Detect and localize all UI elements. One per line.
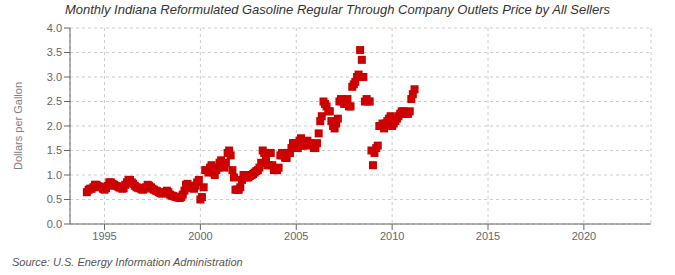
- svg-text:2.0: 2.0: [47, 120, 62, 132]
- svg-text:Dollars per Gallon: Dollars per Gallon: [12, 82, 24, 170]
- svg-text:2020: 2020: [572, 230, 596, 242]
- svg-text:1.0: 1.0: [47, 169, 62, 181]
- svg-text:2000: 2000: [188, 230, 212, 242]
- svg-text:2.5: 2.5: [47, 95, 62, 107]
- svg-text:3.0: 3.0: [47, 71, 62, 83]
- svg-text:2010: 2010: [380, 230, 404, 242]
- svg-text:0.5: 0.5: [47, 193, 62, 205]
- svg-text:0.0: 0.0: [47, 218, 62, 230]
- svg-text:2015: 2015: [476, 230, 500, 242]
- html-text:Monthly Indiana Reformulated G: Monthly Indiana Reformulated Gasoline Re…: [65, 2, 610, 17]
- svg-text:2005: 2005: [284, 230, 308, 242]
- svg-text:3.5: 3.5: [47, 46, 62, 58]
- html-text:Source: U.S. Energy Informatio: Source: U.S. Energy Information Administ…: [12, 256, 243, 268]
- svg-text:1995: 1995: [92, 230, 116, 242]
- svg-text:4.0: 4.0: [47, 22, 62, 34]
- svg-text:1.5: 1.5: [47, 144, 62, 156]
